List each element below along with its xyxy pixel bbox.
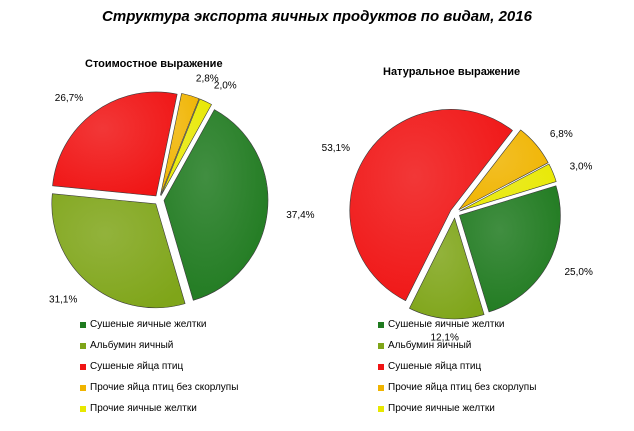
pie-1-data-label-3: 26,7% [55, 93, 83, 104]
pie-2-slice-1 [459, 185, 561, 313]
legend-label: Сушеные яйца птиц [90, 361, 184, 372]
legend-swatch [378, 322, 384, 328]
pie-2-slice-5 [459, 163, 557, 212]
pie-2-data-label-5: 3,0% [570, 162, 593, 173]
legend-swatch [80, 343, 86, 349]
legend-label: Альбумин яичный [388, 340, 472, 351]
legend-label: Альбумин яичный [90, 340, 174, 351]
legend-swatch [378, 364, 384, 370]
legend-label: Сушеные яйца птиц [388, 361, 482, 372]
legend-swatch [378, 406, 384, 412]
pie-1-slice-1 [163, 109, 269, 301]
pie-1-data-label-1: 37,4% [286, 210, 314, 221]
pie-2-data-label-2: 12,1% [430, 333, 458, 344]
legend-swatch [80, 322, 86, 328]
legend-swatch [80, 364, 86, 370]
pie-2-slice-4 [458, 129, 549, 211]
pie-2-slice-3 [349, 109, 513, 301]
pie-2-slice-2 [409, 217, 485, 320]
pie-2-data-label-3: 53,1% [322, 143, 350, 154]
legend-label: Прочие яичные желтки [388, 403, 495, 414]
legend-label: Прочие яйца птиц без скорлупы [90, 382, 239, 393]
legend-swatch [80, 385, 86, 391]
pie-1-slice-2 [51, 193, 186, 309]
legend-label: Сушеные яичные желтки [90, 319, 207, 330]
legend-label: Прочие яичные желтки [90, 403, 197, 414]
pie-1-slice-3 [52, 91, 178, 197]
legend-swatch [378, 385, 384, 391]
legend-swatch [80, 406, 86, 412]
chart-main-title: Структура экспорта яичных продуктов по в… [102, 8, 532, 25]
pie-1-data-label-4: 2,8% [196, 73, 219, 84]
pie-2-data-label-1: 25,0% [564, 267, 592, 278]
pie-1-data-label-2: 31,1% [49, 295, 77, 306]
pie-2-title: Натуральное выражение [383, 66, 521, 78]
legend-swatch [378, 343, 384, 349]
legend-label: Прочие яйца птиц без скорлупы [388, 382, 537, 393]
pie-1-data-label-5: 2,0% [214, 80, 237, 91]
pie-1-slice-5 [160, 98, 212, 196]
legend-label: Сушеные яичные желтки [388, 319, 505, 330]
pie-1-title: Стоимостное выражение [85, 58, 223, 70]
pie-2-data-label-4: 6,8% [550, 129, 573, 140]
pie-1-slice-4 [160, 93, 200, 196]
